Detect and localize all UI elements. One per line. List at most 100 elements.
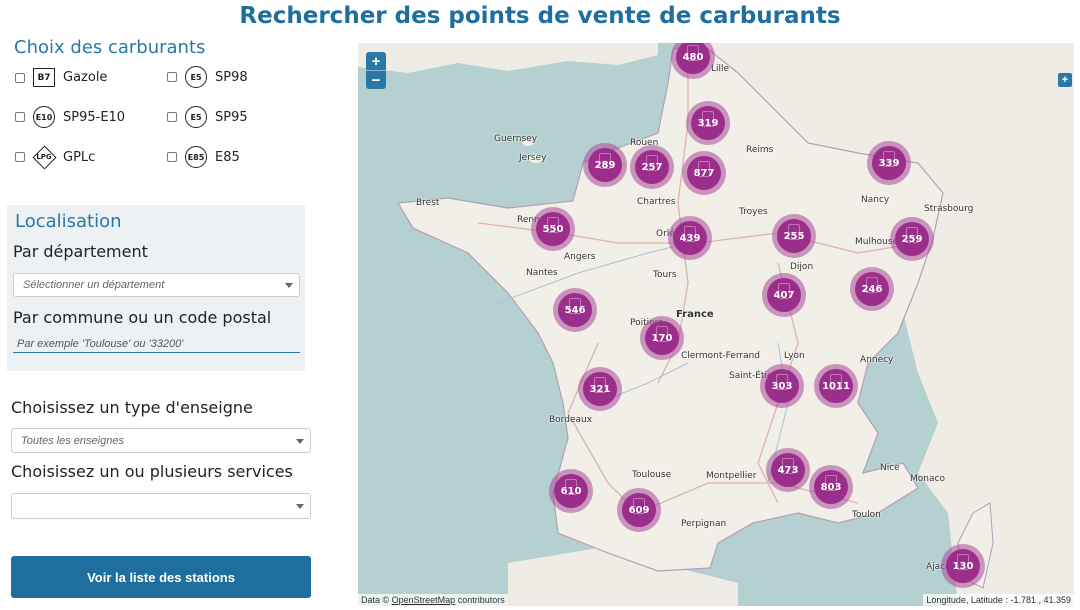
fuel-option-gplc[interactable]: LPG GPLc	[15, 146, 95, 168]
map-attribution: Data © OpenStreetMap contributors	[358, 594, 508, 606]
zoom-control: + −	[366, 52, 386, 89]
fuel-badge-icon: E10	[33, 106, 55, 128]
fuel-label: SP95	[215, 109, 248, 125]
city-label: Troyes	[739, 207, 768, 217]
city-label: Bordeaux	[549, 415, 593, 425]
fuel-label: SP95-E10	[63, 109, 126, 125]
city-label: Rouen	[630, 138, 659, 148]
city-label: Chartres	[637, 197, 676, 207]
city-label: Tours	[653, 270, 677, 280]
fuel-label: Gazole	[63, 70, 108, 85]
station-cluster[interactable]: 480	[671, 43, 715, 79]
station-cluster[interactable]: 319	[686, 101, 730, 145]
fuel-badge-icon: B7	[33, 68, 55, 87]
city-label: Montpellier	[706, 471, 757, 481]
station-cluster[interactable]: 550	[531, 207, 575, 251]
fuel-badge-icon: LPG	[33, 146, 55, 168]
city-label: Dijon	[790, 262, 814, 272]
station-list-button[interactable]: Voir la liste des stations	[11, 556, 311, 598]
fuel-option-sp95-e10[interactable]: E10 SP95-E10	[15, 106, 125, 128]
brand-select[interactable]: Toutes les enseignes	[11, 428, 311, 453]
department-placeholder: Sélectionner un département	[23, 279, 165, 291]
osm-link[interactable]: OpenStreetMap	[391, 595, 456, 605]
expand-button[interactable]: +	[1058, 73, 1072, 87]
brand-value: Toutes les enseignes	[21, 434, 124, 447]
city-label: Monaco	[910, 474, 945, 484]
coordinate-readout: Longitude, Latitude : -1.781 , 41.359	[923, 594, 1074, 606]
station-cluster[interactable]: 407	[762, 273, 806, 317]
city-label: Toulon	[852, 510, 881, 520]
city-label: Brest	[416, 198, 440, 208]
fuel-label: GPLc	[63, 149, 96, 165]
commune-label: Par commune ou un code postal	[13, 308, 272, 327]
station-cluster[interactable]: 339	[867, 141, 911, 185]
station-cluster[interactable]: 546	[553, 288, 597, 332]
city-label: Lyon	[784, 351, 805, 361]
checkbox[interactable]	[167, 72, 177, 82]
station-cluster[interactable]: 257	[630, 145, 674, 189]
checkbox[interactable]	[15, 152, 25, 162]
services-label: Choisissez un ou plusieurs services	[11, 462, 293, 481]
station-cluster[interactable]: 877	[682, 151, 726, 195]
station-cluster[interactable]: 321	[578, 367, 622, 411]
commune-input[interactable]: Par exemple 'Toulouse' ou '33200'	[13, 335, 300, 353]
brand-label: Choisissez un type d'enseigne	[11, 398, 253, 417]
checkbox[interactable]	[167, 112, 177, 122]
city-label: Angers	[564, 252, 596, 262]
city-label: Annecy	[860, 355, 894, 365]
station-cluster[interactable]: 609	[617, 488, 661, 532]
location-title: Localisation	[15, 211, 122, 232]
fuel-badge-icon: E85	[185, 146, 207, 168]
city-label: Clermont-Ferrand	[681, 351, 761, 361]
page-title: Rechercher des points de vente de carbur…	[239, 3, 841, 29]
fuel-option-gazole[interactable]: B7 Gazole	[15, 68, 107, 87]
fuel-option-sp98[interactable]: E5 SP98	[167, 66, 248, 88]
checkbox[interactable]	[15, 112, 25, 122]
station-cluster[interactable]: 473	[766, 448, 810, 492]
map[interactable]: Lille Guernsey Jersey Rouen Reims Brest …	[358, 43, 1074, 606]
city-label: Reims	[746, 145, 774, 155]
station-cluster[interactable]: 259	[890, 217, 934, 261]
station-cluster[interactable]: 255	[772, 214, 816, 258]
country-label: France	[676, 309, 714, 320]
map-background	[358, 43, 1074, 606]
city-label: Saint-Étienne	[729, 371, 790, 381]
fuel-option-sp95[interactable]: E5 SP95	[167, 106, 248, 128]
city-label: Lille	[711, 64, 730, 74]
city-label: Jersey	[519, 153, 547, 163]
checkbox[interactable]	[167, 152, 177, 162]
station-cluster[interactable]: 303	[760, 364, 804, 408]
zoom-divider	[366, 70, 386, 71]
city-label: Perpignan	[681, 519, 727, 529]
station-cluster[interactable]: 610	[549, 469, 593, 513]
location-panel: Localisation Par département Sélectionne…	[7, 205, 305, 371]
station-cluster[interactable]: 170	[640, 316, 684, 360]
city-label: Strasbourg	[924, 204, 974, 214]
city-label: Nancy	[861, 195, 890, 205]
fuel-badge-icon: E5	[185, 106, 207, 128]
chevron-down-icon	[285, 283, 293, 288]
station-cluster[interactable]: 439	[668, 216, 712, 260]
station-cluster[interactable]: 130	[941, 544, 985, 588]
station-cluster[interactable]: 1011	[814, 364, 858, 408]
services-select[interactable]	[11, 493, 311, 519]
checkbox[interactable]	[15, 72, 25, 83]
city-label: Toulouse	[632, 470, 672, 480]
station-cluster[interactable]: 803	[809, 465, 853, 509]
zoom-in-button[interactable]: +	[371, 52, 381, 70]
chevron-down-icon	[296, 438, 304, 444]
city-label: Nice	[880, 463, 900, 473]
department-label: Par département	[13, 242, 148, 261]
fuel-section-title: Choix des carburants	[14, 37, 206, 58]
fuel-label: E85	[215, 149, 240, 165]
city-label: Mulhouse	[855, 237, 899, 247]
zoom-out-button[interactable]: −	[371, 71, 381, 89]
chevron-down-icon	[296, 504, 304, 509]
fuel-option-e85[interactable]: E85 E85	[167, 146, 240, 168]
city-label: Nantes	[526, 268, 558, 278]
station-cluster[interactable]: 289	[583, 143, 627, 187]
fuel-badge-icon: E5	[185, 66, 207, 88]
station-cluster[interactable]: 246	[850, 267, 894, 311]
fuel-label: SP98	[215, 69, 248, 85]
department-select[interactable]: Sélectionner un département	[13, 273, 300, 297]
